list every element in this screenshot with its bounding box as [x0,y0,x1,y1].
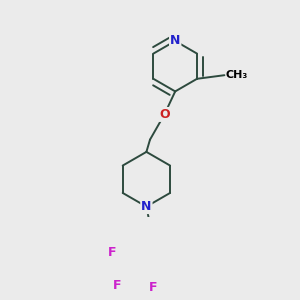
Text: N: N [141,200,152,213]
Text: F: F [112,279,121,292]
Text: O: O [159,108,170,121]
Text: N: N [170,34,180,47]
Text: CH₃: CH₃ [226,70,248,80]
Text: F: F [148,281,157,294]
Text: F: F [108,246,117,259]
